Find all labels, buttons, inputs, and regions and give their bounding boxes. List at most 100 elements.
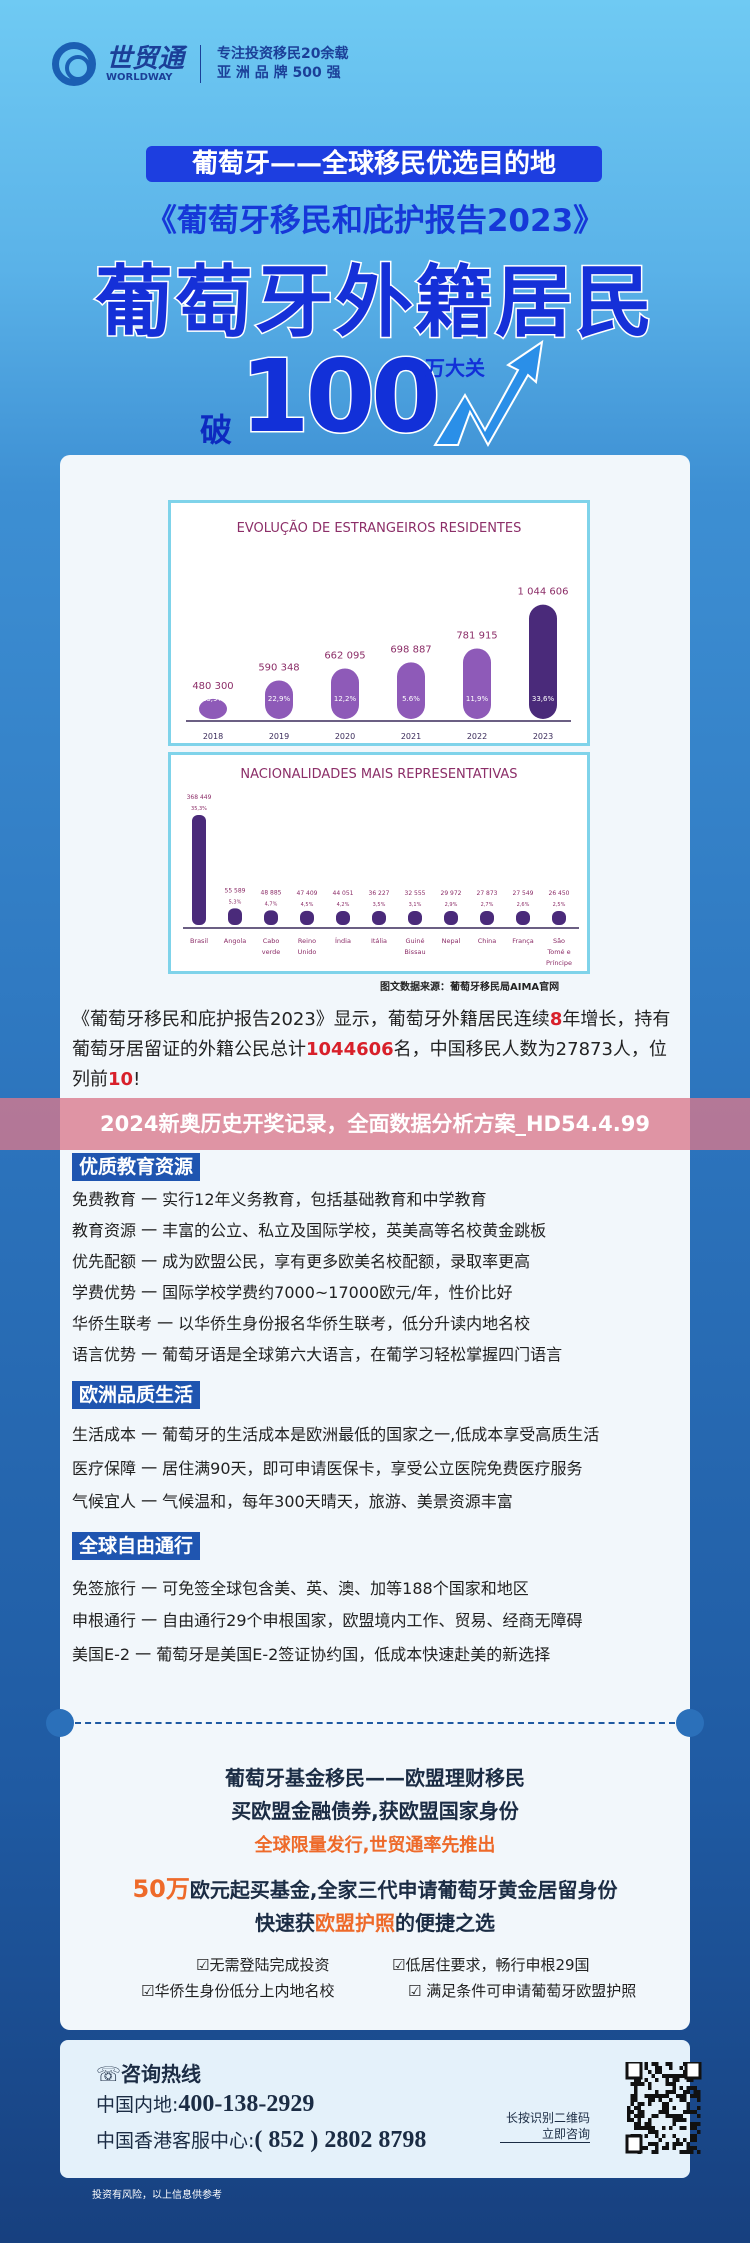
bar [264, 910, 278, 925]
data-source: 图文数据来源：葡萄牙移民局AIMA官网 [380, 982, 560, 993]
tick-label: Itália [371, 937, 387, 945]
qr-module [679, 2086, 683, 2090]
qr-module [672, 2078, 676, 2082]
bar [463, 648, 491, 719]
qr-module [630, 2110, 634, 2114]
hero-unit: 万大关 [425, 356, 485, 380]
qr-module [665, 2142, 669, 2146]
qr-module [690, 2110, 694, 2114]
qr-module [669, 2062, 673, 2066]
mainland-phone[interactable]: 中国内地:400-138-2929 [96, 2090, 314, 2118]
qr-module [690, 2078, 694, 2082]
qr-module [672, 2082, 676, 2086]
qr-module [641, 2114, 645, 2118]
qr-module [683, 2090, 687, 2094]
dashed-divider [75, 1722, 675, 1724]
qr-module [655, 2078, 659, 2082]
qr-module [672, 2146, 676, 2150]
qr-module [655, 2142, 659, 2146]
qr-module [676, 2138, 680, 2142]
qr-module [658, 2138, 662, 2142]
qr-module [686, 2150, 690, 2154]
qr-module [648, 2086, 652, 2090]
hk-phone[interactable]: 中国香港客服中心:( 852 ) 2802 8798 [96, 2126, 426, 2154]
qr-caption-1: 长按识别二维码 [505, 2111, 590, 2125]
tick-label: Bissau [404, 948, 425, 956]
qr-module [637, 2118, 641, 2122]
qr-module [634, 2086, 638, 2090]
qr-module [676, 2094, 680, 2098]
qr-module [679, 2126, 683, 2130]
qr-module [686, 2110, 690, 2114]
qr-module [679, 2074, 683, 2078]
qr-module [648, 2094, 652, 2098]
value-label: 29 972 [441, 890, 462, 897]
qr-module [665, 2102, 669, 2106]
list-item: 美国E-2 一 葡萄牙是美国E-2签证协约国，低成本快速赴美的新选择 [72, 1645, 551, 1664]
check-item: ☑华侨生身份低分上内地名校 [141, 1982, 335, 2000]
value-label: 47 409 [297, 890, 318, 897]
qr-module [644, 2122, 648, 2126]
tick-label: Angola [224, 937, 246, 945]
qr-module [676, 2074, 680, 2078]
qr-finder [625, 2134, 643, 2154]
qr-module [655, 2090, 659, 2094]
value-label: 480 300 [192, 681, 233, 692]
phone-number[interactable]: ( 852 ) 2802 8798 [254, 2127, 427, 2153]
qr-module [693, 2134, 697, 2138]
qr-module [686, 2146, 690, 2150]
logo-icon [52, 42, 96, 86]
fund-offer: 50万欧元起买基金,全家三代申请葡萄牙黄金居留身份 [0, 1869, 750, 1904]
qr-module [651, 2062, 655, 2066]
bar [192, 815, 206, 925]
tick-label: 2023 [533, 732, 553, 741]
list-item: 免费教育 一 实行12年义务教育，包括基础教育和中学教育 [72, 1190, 487, 1209]
headline-banner: 葡萄牙——全球移民优选目的地 [146, 146, 602, 182]
list-item: 语言优势 一 葡萄牙语是全球第六大语言，在葡学习轻松掌握四门语言 [72, 1345, 563, 1364]
hotline-label: 咨询热线 [121, 2062, 202, 2086]
qr-module [665, 2146, 669, 2150]
card-notch-left [46, 1709, 74, 1737]
qr-module [690, 2150, 694, 2154]
value-label: 781 915 [456, 630, 497, 641]
qr-module [665, 2094, 669, 2098]
phone-number[interactable]: 400-138-2929 [178, 2091, 315, 2117]
qr-module [655, 2094, 659, 2098]
bar [529, 604, 557, 719]
share-label: 5,3% [229, 899, 242, 905]
bar [228, 908, 242, 925]
qr-module [658, 2110, 662, 2114]
qr-code-icon[interactable] [592, 2062, 702, 2154]
qr-module [644, 2146, 648, 2150]
check-text: 无需登陆完成投资 [209, 1956, 330, 1974]
fund-passport: 快速获欧盟护照的便捷之选 [0, 1907, 750, 1936]
list-item: 教育资源 一 丰富的公立、私立及国际学校，英美高等名校黄金跳板 [72, 1221, 547, 1240]
qr-module [697, 2122, 701, 2126]
bar [516, 911, 530, 925]
qr-module [634, 2082, 638, 2086]
qr-module [669, 2082, 673, 2086]
qr-module [637, 2078, 641, 2082]
qr-module [679, 2094, 683, 2098]
qr-module [665, 2082, 669, 2086]
qr-module [655, 2114, 659, 2118]
share-label: 4,5% [301, 902, 314, 908]
qr-module [662, 2102, 666, 2106]
qr-module [672, 2122, 676, 2126]
logo-en: WORLDWAY [106, 71, 173, 83]
qr-module [679, 2114, 683, 2118]
offer-amount: 50万 [132, 1875, 190, 1903]
qr-module [669, 2066, 673, 2070]
value-label: 27 549 [513, 890, 534, 897]
qr-module [693, 2126, 697, 2130]
qr-module [690, 2122, 694, 2126]
qr-caption: 长按识别二维码 立即咨询 [500, 2110, 590, 2143]
check-item: ☑无需登陆完成投资 [196, 1956, 330, 1974]
qr-module [648, 2126, 652, 2130]
growth-label: 12,2% [334, 695, 357, 703]
qr-module [669, 2074, 673, 2078]
hero-number: 100 [239, 337, 443, 457]
qr-module [651, 2150, 655, 2154]
disclaimer: 投资有风险，以上信息供参考 [92, 2190, 222, 2201]
qr-module [644, 2134, 648, 2138]
